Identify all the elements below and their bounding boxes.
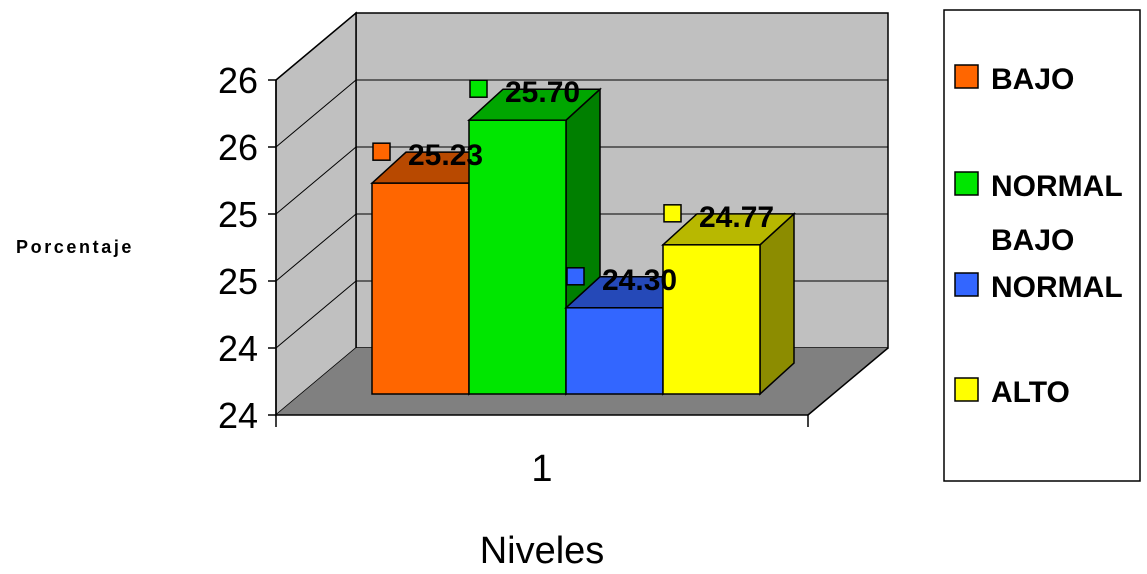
y-tick-label: 25 xyxy=(218,194,258,235)
legend-label: BAJO xyxy=(991,63,1074,96)
legend-swatch xyxy=(954,171,979,196)
side-gridline xyxy=(275,12,357,81)
legend-label: NORMAL xyxy=(991,170,1123,203)
legend-label: ALTO xyxy=(991,376,1070,409)
bar-front-face xyxy=(662,244,761,395)
bars xyxy=(370,87,796,396)
y-tick-label: 24 xyxy=(218,328,258,369)
side-gridline xyxy=(275,280,357,349)
side-gridline xyxy=(275,213,357,282)
data-label-key xyxy=(566,267,585,286)
data-label-key xyxy=(663,204,682,223)
x-axis-label: Niveles xyxy=(480,530,605,569)
data-labels: 25.23 25.70 24.30 24.77 xyxy=(372,76,774,297)
bar-front-face xyxy=(371,182,470,395)
data-label: 25.70 xyxy=(505,76,580,109)
legend-label: NORMAL xyxy=(991,271,1123,304)
bar-front-face xyxy=(468,119,567,395)
y-tick-label: 26 xyxy=(218,127,258,168)
bar-front-face xyxy=(565,307,664,395)
y-tick-label: 25 xyxy=(218,261,258,302)
legend-swatch xyxy=(954,377,979,402)
y-tick-label: 26 xyxy=(218,60,258,101)
x-tick-label: 1 xyxy=(531,448,552,490)
data-label-key xyxy=(469,79,488,98)
legend: BAJO NORMAL BAJO NORMAL ALTO xyxy=(943,9,1141,482)
data-label: 24.30 xyxy=(602,264,677,297)
data-label-key xyxy=(372,142,391,161)
side-gridline xyxy=(275,146,357,215)
y-tick-label: 24 xyxy=(218,395,258,436)
y-axis-label: Porcentaje xyxy=(16,237,134,257)
axes: 24 24 25 25 26 26 1 xyxy=(218,60,889,490)
legend-swatch xyxy=(954,272,979,297)
side-wall xyxy=(275,11,357,417)
data-label: 24.77 xyxy=(699,201,774,234)
legend-swatch xyxy=(954,64,979,89)
side-gridline xyxy=(275,79,357,148)
legend-label: BAJO xyxy=(991,224,1074,257)
bar-alto xyxy=(661,212,796,396)
data-label: 25.23 xyxy=(408,139,483,172)
bar-normal-bajo xyxy=(467,87,602,396)
floor-edge xyxy=(807,347,889,416)
